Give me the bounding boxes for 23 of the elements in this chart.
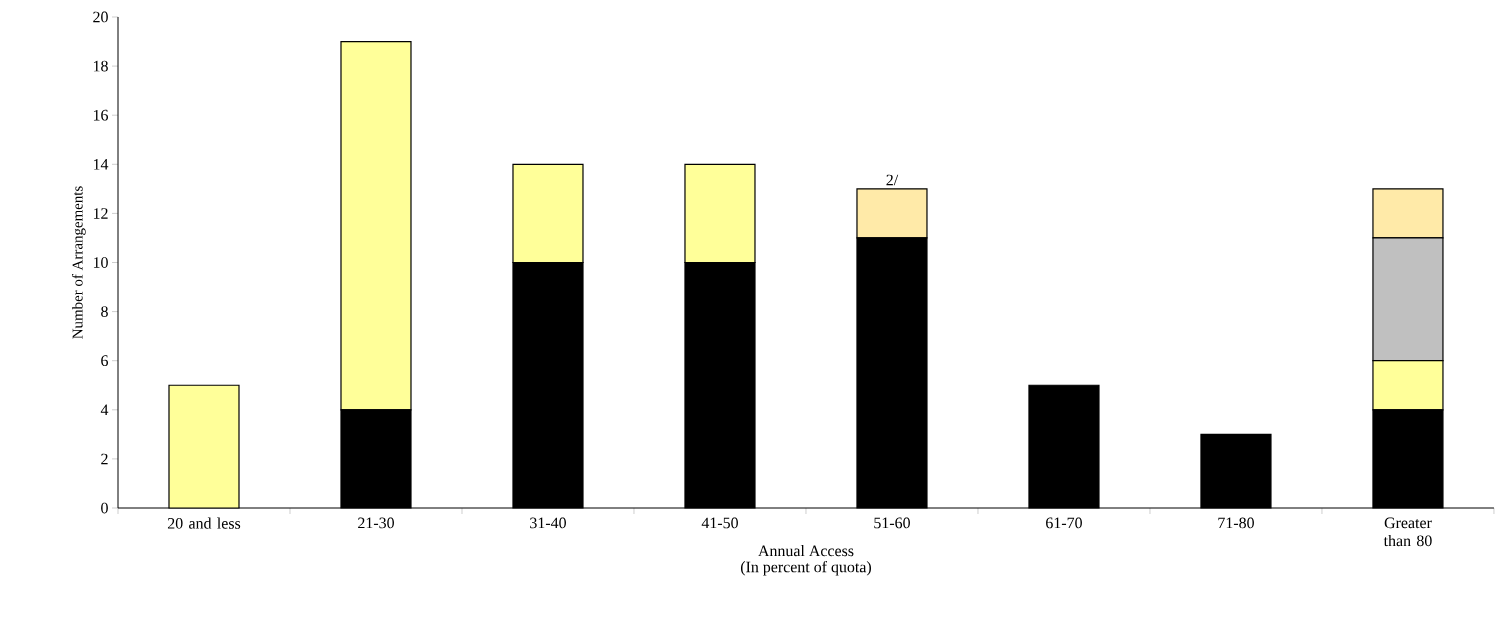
x-tick-label: 31-40 [530,517,566,529]
y-tick-label: 12 [93,208,108,219]
x-tick-label: 41-50 [701,517,738,529]
annotation: 2/ [886,174,899,186]
text: (In percent of quota) [740,560,871,576]
y-tick-label: 2 [101,453,108,465]
y-tick-label: 8 [101,306,108,317]
y-tick-label: 10 [93,257,108,268]
y-axis-title: Number of Arrangements [71,186,86,339]
y-tick-label: 16 [93,109,109,121]
x-tick-label: 20 and less [167,517,241,529]
x-tick-label: 21-30 [358,517,394,529]
x-tick-label: Greater than 80 [1383,517,1432,547]
y-tick-label: 20 [93,11,108,23]
y-tick-label: 6 [101,355,109,367]
x-tick-label: 71-80 [1218,517,1254,529]
y-tick-label: 4 [100,404,109,416]
y-tick-label: 14 [93,159,109,170]
y-tick-label: 0 [101,502,108,514]
x-axis-title: Annual Access [758,545,854,557]
x-tick-label: 61-70 [1046,517,1082,529]
x-tick-label: 51-60 [874,517,910,529]
y-tick-label: 18 [93,60,108,72]
